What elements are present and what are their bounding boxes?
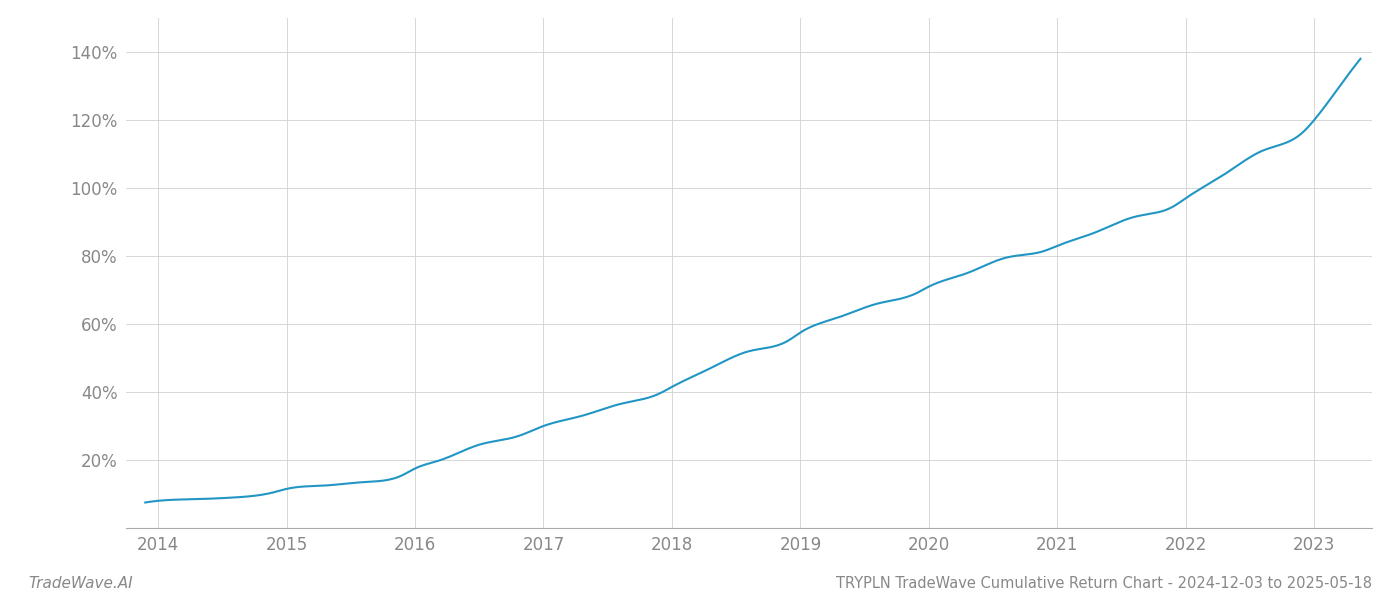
Text: TradeWave.AI: TradeWave.AI (28, 576, 133, 591)
Text: TRYPLN TradeWave Cumulative Return Chart - 2024-12-03 to 2025-05-18: TRYPLN TradeWave Cumulative Return Chart… (836, 576, 1372, 591)
